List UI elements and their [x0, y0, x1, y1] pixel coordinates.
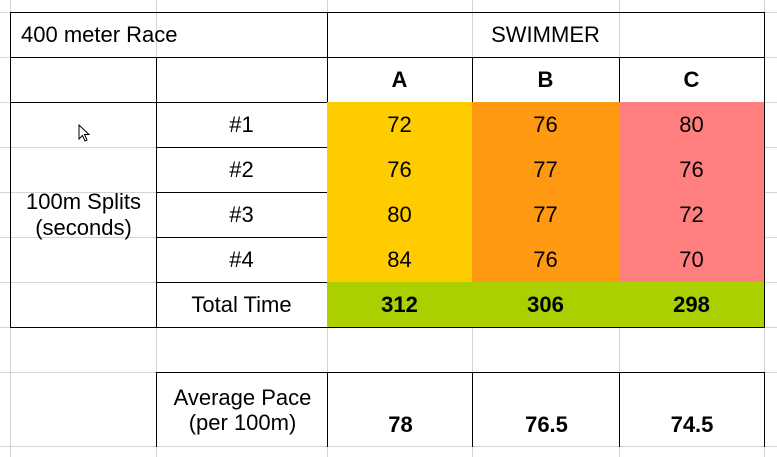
split-value-cell[interactable]: 76 — [619, 147, 765, 193]
split-label-cell[interactable]: #1 — [156, 102, 328, 148]
split-value: 77 — [533, 156, 558, 182]
split-value-cell[interactable]: 80 — [619, 102, 765, 148]
total-value-cell[interactable]: 312 — [327, 282, 473, 328]
swimmer-label: C — [683, 66, 700, 92]
split-value: 72 — [679, 201, 704, 227]
split-value: 76 — [387, 156, 412, 182]
race-title: 400 meter Race — [21, 22, 178, 48]
split-label: #3 — [229, 201, 254, 227]
split-value-cell[interactable]: 77 — [472, 192, 620, 238]
split-value-cell[interactable]: 72 — [327, 102, 473, 148]
total-label-cell[interactable]: Total Time — [156, 282, 328, 328]
split-value: 70 — [679, 246, 704, 272]
average-pace-label-cell[interactable]: Average Pace (per 100m) — [156, 372, 328, 447]
swimmer-header-cell[interactable]: SWIMMER — [327, 12, 765, 58]
total-value: 298 — [673, 291, 710, 317]
splits-label: 100m Splits — [26, 189, 141, 215]
empty-cell[interactable] — [10, 57, 157, 103]
average-pace-value-cell[interactable]: 74.5 — [619, 372, 765, 447]
split-value-cell[interactable]: 70 — [619, 237, 765, 283]
split-value-cell[interactable]: 76 — [472, 237, 620, 283]
average-pace-value-cell[interactable]: 78 — [327, 372, 473, 447]
split-value: 77 — [533, 201, 558, 227]
split-value-cell[interactable]: 80 — [327, 192, 473, 238]
total-value-cell[interactable]: 306 — [472, 282, 620, 328]
total-value: 306 — [527, 291, 564, 317]
split-value-cell[interactable]: 72 — [619, 192, 765, 238]
swimmer-c-header[interactable]: C — [619, 57, 765, 103]
split-value-cell[interactable]: 84 — [327, 237, 473, 283]
average-pace-value: 78 — [388, 411, 413, 437]
average-pace-value: 74.5 — [670, 411, 714, 437]
splits-label-cell[interactable]: 100m Splits (seconds) — [10, 102, 157, 328]
split-label: #4 — [229, 246, 254, 272]
split-value-cell[interactable]: 77 — [472, 147, 620, 193]
split-label-cell[interactable]: #3 — [156, 192, 328, 238]
average-pace-label: Average Pace — [173, 384, 312, 410]
empty-cell[interactable] — [156, 57, 328, 103]
gridline — [0, 446, 777, 447]
race-title-cell[interactable]: 400 meter Race — [10, 12, 328, 58]
average-pace-value-cell[interactable]: 76.5 — [472, 372, 620, 447]
average-pace-value: 76.5 — [525, 411, 568, 437]
split-value: 84 — [387, 246, 412, 272]
swimmer-label: B — [537, 66, 554, 92]
swimmer-label: A — [391, 66, 408, 92]
split-label: #1 — [229, 111, 254, 137]
split-label: #2 — [229, 156, 254, 182]
total-value: 312 — [381, 291, 418, 317]
split-value: 80 — [679, 111, 704, 137]
splits-unit: (seconds) — [35, 214, 132, 240]
split-label-cell[interactable]: #2 — [156, 147, 328, 193]
mouse-pointer-icon — [78, 124, 90, 142]
swimmer-b-header[interactable]: B — [472, 57, 620, 103]
average-pace-unit: (per 100m) — [188, 410, 297, 435]
total-value-cell[interactable]: 298 — [619, 282, 765, 328]
split-value: 76 — [679, 156, 704, 182]
swimmer-a-header[interactable]: A — [327, 57, 473, 103]
swimmer-header: SWIMMER — [491, 22, 600, 48]
split-value-cell[interactable]: 76 — [472, 102, 620, 148]
split-value: 72 — [387, 111, 412, 137]
split-value: 80 — [387, 201, 412, 227]
split-value-cell[interactable]: 76 — [327, 147, 473, 193]
split-value: 76 — [533, 246, 558, 272]
split-value: 76 — [533, 111, 558, 137]
total-label: Total Time — [191, 291, 292, 317]
split-label-cell[interactable]: #4 — [156, 237, 328, 283]
